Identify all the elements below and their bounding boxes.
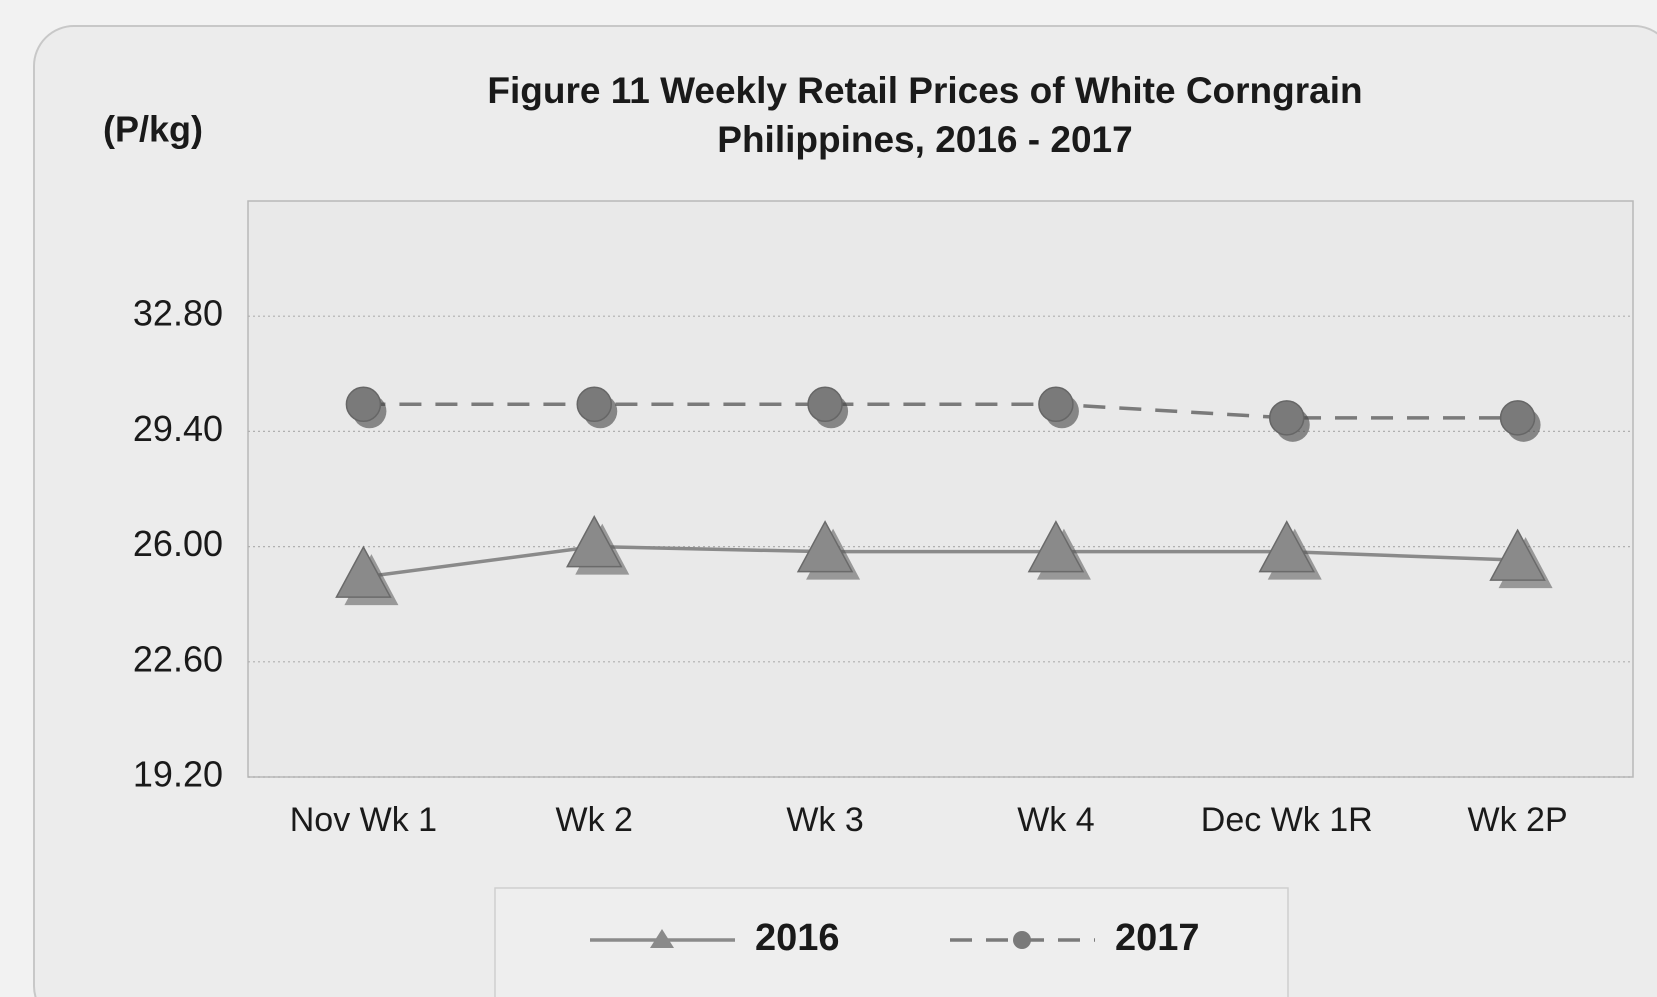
legend-label: 2017 [1115, 917, 1200, 959]
x-tick-label: Wk 2 [556, 801, 633, 839]
y-tick-label: 32.80 [133, 293, 223, 334]
point-marker [796, 520, 854, 573]
point-marker [807, 386, 843, 423]
point-marker [1499, 400, 1536, 436]
series-line [363, 544, 1518, 579]
chart-subtitle: Philippines, 2016 - 2017 [717, 119, 1132, 160]
x-tick-label: Wk 4 [1017, 801, 1094, 839]
plot-area [247, 200, 1634, 778]
chart-title: Figure 11 Weekly Retail Prices of White … [487, 70, 1362, 111]
x-tick-label: Wk 3 [786, 801, 863, 839]
point-marker [1269, 400, 1305, 436]
point-marker [576, 386, 612, 423]
point-marker [1258, 520, 1316, 573]
y-axis-label: (P/kg) [103, 109, 203, 150]
legend-label: 2016 [755, 917, 840, 959]
y-tick-label: 29.40 [133, 408, 223, 449]
legend-marker [1013, 931, 1031, 949]
y-tick-label: 26.00 [133, 523, 223, 564]
point-marker [565, 515, 623, 568]
point-marker [1038, 386, 1074, 423]
point-marker [1489, 528, 1546, 581]
point-marker [1027, 520, 1085, 573]
point-marker [345, 386, 382, 423]
x-tick-label: Dec Wk 1R [1201, 801, 1373, 839]
legend-marker [650, 929, 674, 948]
y-tick-label: 19.20 [133, 754, 223, 795]
legend-box [494, 887, 1289, 997]
x-tick-label: Wk 2P [1468, 801, 1568, 839]
x-tick-label: Nov Wk 1 [290, 801, 437, 839]
point-marker [335, 545, 392, 598]
y-tick-label: 22.60 [133, 638, 223, 679]
series-line [363, 402, 1518, 420]
